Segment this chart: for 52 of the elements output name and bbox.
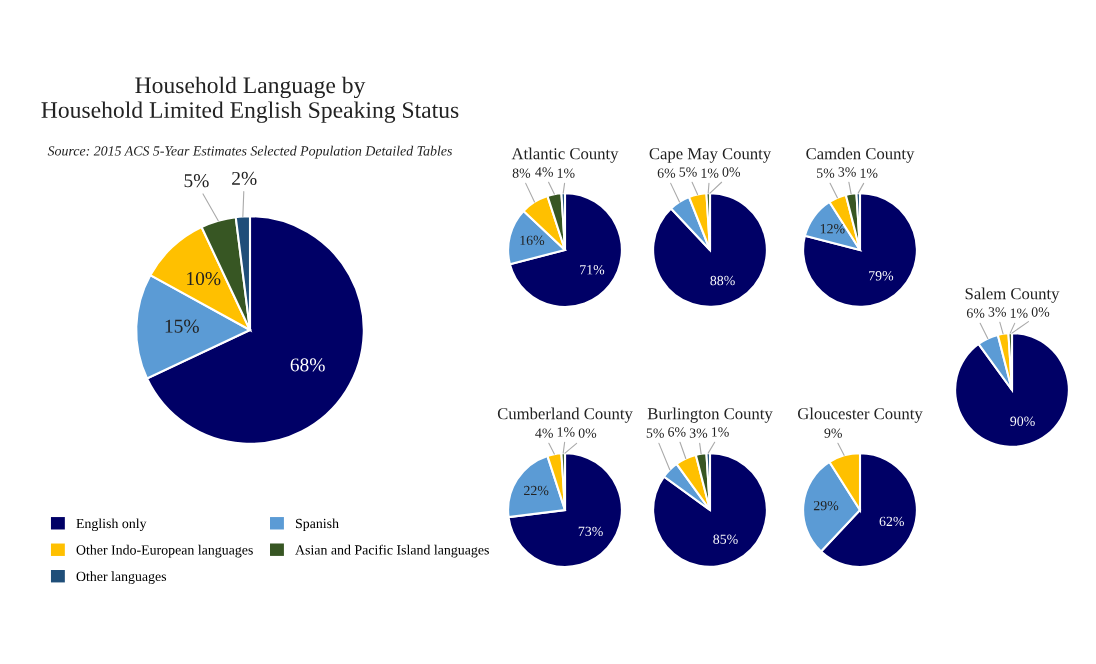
chart-title: Cumberland County: [497, 407, 633, 423]
chart-title: Salem County: [965, 287, 1060, 303]
chart-title: Gloucester County: [797, 407, 923, 423]
data-label: 85%: [713, 534, 738, 544]
data-label: 62%: [879, 516, 904, 527]
data-label: 22%: [524, 485, 549, 496]
data-label: 3%: [988, 307, 1007, 317]
data-label: 16%: [520, 235, 545, 246]
data-label: 6%: [966, 308, 985, 318]
legend-label: Asian and Pacific Island languages: [295, 544, 489, 558]
data-label: 3%: [838, 167, 856, 177]
legend-label: Spanish: [295, 518, 339, 531]
data-label: 1%: [557, 427, 575, 437]
chart-title: Burlington County: [647, 407, 773, 423]
data-label: 15%: [165, 319, 199, 333]
data-label: 2%: [232, 171, 257, 186]
data-label: 90%: [1010, 416, 1035, 426]
chart-title: Atlantic County: [511, 147, 619, 163]
chart-title: Household Language by Household Limited English Speaking Status: [41, 76, 459, 123]
data-label: 8%: [512, 168, 531, 178]
data-label: 4%: [535, 167, 553, 177]
data-label: 1%: [1010, 308, 1028, 318]
legend-label: English only: [76, 518, 147, 532]
chart-title: Camden County: [806, 147, 915, 163]
data-label: 1%: [701, 168, 719, 178]
text: 0%: [578, 428, 597, 438]
data-label: 5%: [184, 174, 209, 188]
data-label: 1%: [712, 427, 729, 437]
text: 0%: [722, 167, 741, 177]
data-label: 3%: [689, 428, 708, 438]
data-label: 12%: [820, 224, 845, 234]
data-label: 9%: [824, 428, 842, 438]
data-label: 68%: [290, 358, 325, 372]
data-label: 6%: [668, 427, 686, 437]
data-label: 5%: [817, 168, 835, 178]
data-label: 1%: [557, 168, 575, 178]
legend-label: Other languages: [76, 571, 167, 584]
data-label: 73%: [578, 526, 603, 537]
chart-title: Cape May County: [649, 148, 772, 163]
data-label: 6%: [657, 168, 676, 178]
data-label: 29%: [813, 500, 839, 511]
text: 0%: [1031, 307, 1050, 317]
data-label: 4%: [535, 428, 553, 438]
data-label: 1%: [860, 168, 878, 178]
legend-label: Other Indo-European languages: [76, 544, 253, 558]
data-label: 79%: [869, 271, 894, 281]
data-label: 71%: [580, 265, 605, 275]
data-label: 5%: [646, 428, 664, 438]
chart-subtitle: Source: 2015 ACS 5-Year Estimates Selected Population Detailed Tables: [47, 145, 452, 159]
data-label: 10%: [187, 271, 221, 286]
data-label: 5%: [679, 167, 697, 177]
data-label: 88%: [710, 275, 735, 286]
